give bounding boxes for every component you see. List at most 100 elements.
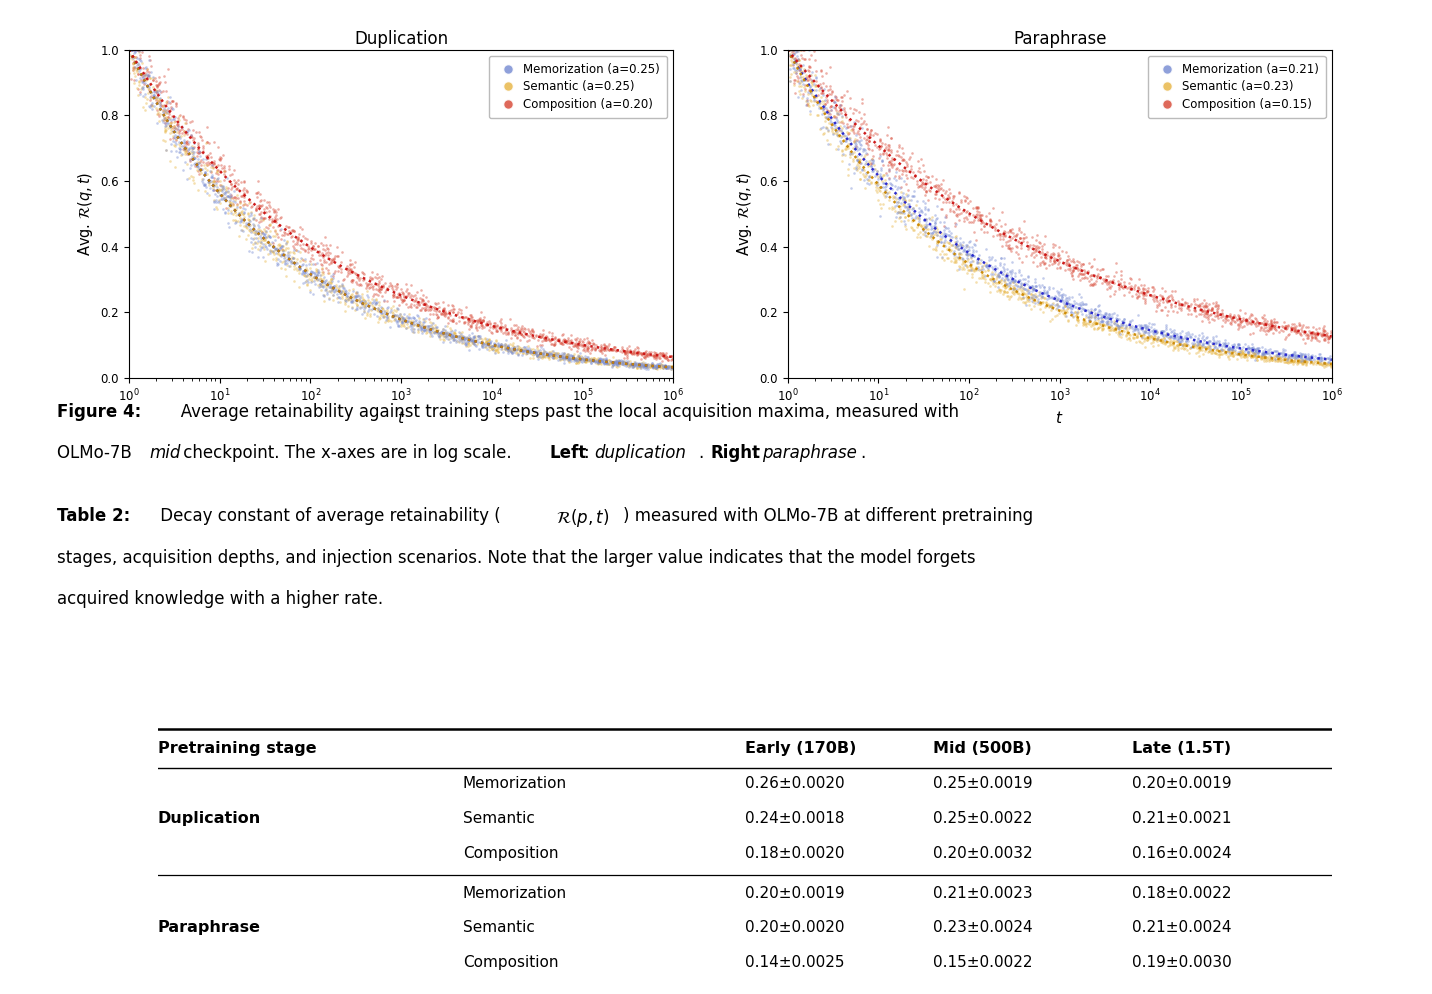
- Point: [178, 144, 200, 160]
- Point: [611, 354, 634, 370]
- Point: [195, 179, 218, 195]
- Point: [1022, 282, 1045, 298]
- Point: [530, 339, 553, 355]
- Point: [912, 177, 935, 193]
- Point: [656, 361, 679, 377]
- Point: [947, 199, 969, 215]
- Point: [1094, 271, 1117, 287]
- Point: [789, 69, 812, 84]
- Point: [627, 356, 650, 372]
- Point: [248, 243, 271, 258]
- Point: [289, 232, 312, 248]
- Point: [1038, 299, 1061, 315]
- Point: [589, 357, 611, 373]
- Point: [978, 271, 1001, 287]
- Point: [235, 232, 258, 248]
- Point: [352, 303, 375, 319]
- Point: [649, 345, 672, 361]
- Point: [225, 181, 248, 197]
- Point: [229, 213, 252, 229]
- Point: [828, 128, 851, 144]
- Point: [1131, 280, 1154, 296]
- Point: [364, 275, 387, 291]
- Point: [524, 345, 547, 361]
- Point: [252, 212, 275, 228]
- Point: [904, 167, 927, 183]
- Point: [147, 101, 170, 117]
- Point: [614, 344, 637, 360]
- Point: [577, 349, 600, 365]
- Point: [1054, 298, 1077, 314]
- Point: [1203, 338, 1226, 354]
- Point: [1292, 355, 1315, 371]
- Point: [811, 63, 833, 79]
- Point: [785, 65, 808, 81]
- Point: [896, 203, 919, 219]
- Point: [803, 93, 826, 109]
- Point: [1221, 343, 1244, 359]
- Point: [311, 279, 334, 295]
- Point: [229, 214, 252, 230]
- Point: [198, 180, 221, 196]
- Point: [442, 329, 465, 345]
- Point: [137, 64, 160, 80]
- Point: [531, 348, 554, 364]
- Point: [593, 347, 616, 363]
- Point: [1025, 288, 1048, 304]
- Point: [566, 350, 589, 366]
- Point: [581, 335, 604, 351]
- Point: [367, 314, 390, 330]
- Point: [471, 338, 494, 354]
- Point: [1080, 303, 1103, 319]
- Point: [1220, 342, 1243, 358]
- Point: [212, 160, 235, 176]
- Point: [341, 264, 364, 280]
- Point: [961, 244, 984, 259]
- Point: [299, 266, 322, 282]
- Point: [811, 62, 833, 78]
- Point: [611, 356, 634, 372]
- Point: [544, 334, 567, 350]
- Point: [919, 229, 942, 245]
- Point: [998, 222, 1021, 238]
- Point: [226, 206, 249, 222]
- Point: [249, 232, 272, 248]
- Point: [1250, 349, 1273, 365]
- Point: [150, 111, 173, 127]
- Point: [401, 314, 424, 330]
- Point: [543, 331, 566, 347]
- Point: [550, 348, 573, 364]
- Point: [285, 243, 308, 258]
- Point: [263, 228, 286, 244]
- Point: [785, 56, 808, 72]
- Point: [1134, 293, 1157, 309]
- Point: [1306, 355, 1329, 371]
- Point: [412, 322, 435, 338]
- Point: [1021, 245, 1044, 260]
- Point: [1176, 294, 1199, 310]
- Point: [798, 58, 821, 74]
- Point: [889, 209, 912, 225]
- Point: [321, 292, 344, 308]
- Point: [145, 80, 168, 95]
- Point: [1260, 345, 1283, 361]
- Point: [845, 152, 868, 168]
- Point: [236, 206, 259, 222]
- Point: [1158, 336, 1181, 352]
- Point: [348, 293, 371, 309]
- Point: [304, 269, 326, 285]
- Point: [1282, 354, 1305, 370]
- Point: [425, 322, 448, 338]
- Point: [498, 341, 521, 357]
- Point: [1214, 310, 1237, 326]
- Point: [944, 204, 967, 220]
- Point: [368, 275, 391, 291]
- Point: [962, 253, 985, 269]
- Point: [1206, 298, 1229, 314]
- Point: [533, 330, 556, 346]
- Point: [361, 264, 384, 280]
- Point: [188, 144, 211, 160]
- Point: [558, 332, 581, 348]
- Point: [1101, 274, 1124, 290]
- Point: [306, 262, 329, 278]
